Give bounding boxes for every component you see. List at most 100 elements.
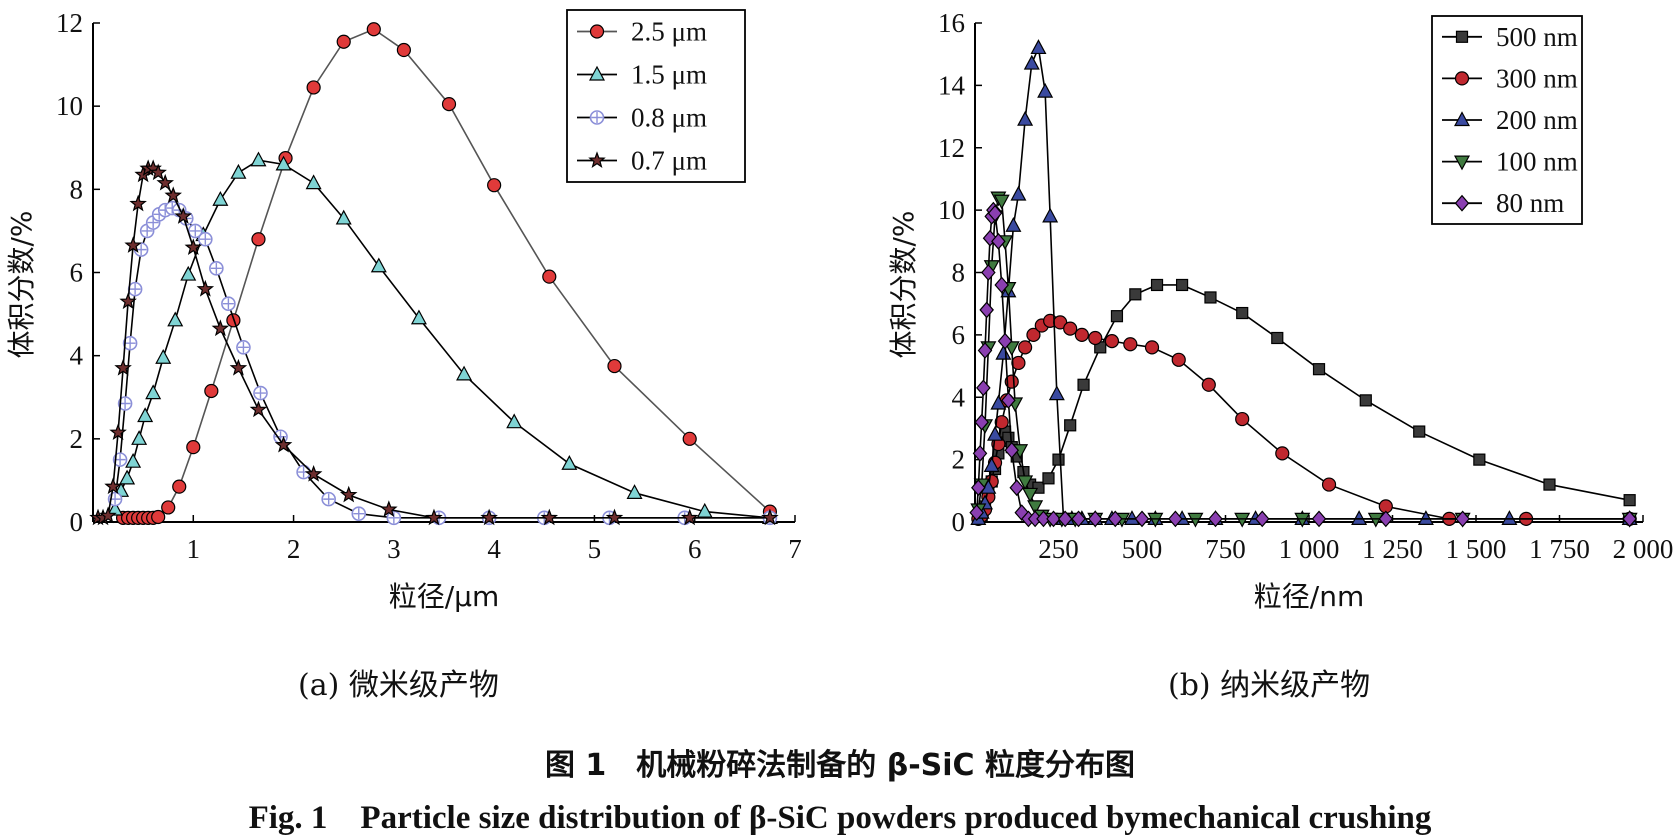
data-point bbox=[1017, 340, 1033, 355]
data-point bbox=[979, 301, 994, 319]
data-point bbox=[1011, 355, 1026, 371]
data-point bbox=[997, 332, 1013, 350]
legend-entry-label: 100 nm bbox=[1496, 147, 1578, 177]
data-point bbox=[1187, 512, 1204, 528]
subcaption-a: (a) 微米级产物 bbox=[298, 668, 499, 703]
y-tick-label: 12 bbox=[56, 8, 83, 38]
x-tick-label: 3 bbox=[387, 534, 401, 564]
data-point bbox=[972, 444, 988, 462]
data-point bbox=[380, 500, 398, 517]
x-tick-label: 500 bbox=[1122, 534, 1163, 564]
legend-entry-label: 0.7 μm bbox=[631, 146, 707, 176]
data-point bbox=[1378, 510, 1394, 528]
data-point bbox=[1023, 54, 1040, 70]
data-point bbox=[1052, 453, 1065, 466]
data-point bbox=[124, 236, 142, 253]
x-tick-label: 250 bbox=[1038, 534, 1079, 564]
data-point bbox=[1048, 385, 1065, 401]
data-point bbox=[1027, 500, 1044, 516]
data-point bbox=[994, 415, 1009, 430]
x-tick-label: 7 bbox=[788, 534, 802, 564]
data-point-cross bbox=[222, 298, 234, 310]
data-point bbox=[506, 413, 523, 429]
data-point bbox=[1294, 512, 1311, 528]
data-point bbox=[1311, 510, 1327, 528]
data-point bbox=[1144, 340, 1160, 355]
data-point bbox=[1110, 310, 1124, 323]
series-2 bbox=[107, 200, 778, 526]
data-point bbox=[151, 509, 166, 525]
data-point bbox=[425, 508, 443, 526]
data-point bbox=[109, 423, 127, 441]
legend-entry-label: 300 nm bbox=[1496, 63, 1578, 93]
data-point bbox=[1473, 453, 1486, 466]
data-point bbox=[1123, 510, 1140, 525]
series-line bbox=[114, 159, 771, 519]
data-point bbox=[971, 479, 986, 497]
legend-entry-label: 200 nm bbox=[1496, 105, 1578, 135]
figure-caption-cn: 图 1 机械粉碎法制备的 β-SiC 粒度分布图 bbox=[544, 748, 1136, 783]
data-point bbox=[335, 209, 352, 225]
data-point bbox=[995, 344, 1012, 360]
data-point bbox=[991, 232, 1006, 250]
y-tick-label: 4 bbox=[952, 382, 966, 412]
data-point bbox=[1171, 352, 1186, 367]
data-point bbox=[275, 155, 292, 171]
data-point-cross bbox=[124, 337, 136, 349]
x-tick-label: 1 750 bbox=[1529, 534, 1590, 564]
data-point-cross bbox=[199, 233, 211, 245]
data-point bbox=[114, 358, 132, 376]
x-tick-label: 1 bbox=[187, 534, 201, 564]
data-point bbox=[251, 232, 266, 247]
x-axis-label: 粒径/nm bbox=[1254, 580, 1364, 613]
y-tick-label: 14 bbox=[938, 70, 966, 100]
data-point bbox=[1129, 288, 1142, 301]
data-point bbox=[180, 265, 197, 281]
legend-marker bbox=[1454, 194, 1470, 212]
data-point bbox=[1074, 327, 1089, 342]
data-point bbox=[1107, 510, 1123, 528]
data-point bbox=[680, 508, 699, 526]
data-point bbox=[167, 311, 184, 327]
data-point bbox=[487, 178, 502, 193]
data-point-cross bbox=[147, 217, 159, 229]
y-tick-label: 2 bbox=[70, 424, 84, 454]
data-point bbox=[172, 479, 187, 494]
data-point bbox=[1077, 378, 1090, 391]
data-point bbox=[1455, 510, 1470, 528]
series-3 bbox=[89, 159, 779, 526]
x-axis-label: 粒径/μm bbox=[389, 580, 500, 613]
data-point bbox=[1004, 374, 1019, 389]
data-point bbox=[1413, 425, 1426, 438]
data-point bbox=[974, 413, 989, 431]
legend-entry-label: 500 nm bbox=[1496, 22, 1578, 52]
legend-marker-cross bbox=[591, 112, 603, 123]
data-point bbox=[456, 365, 473, 381]
data-point bbox=[1036, 510, 1051, 528]
data-point bbox=[1367, 512, 1384, 528]
data-point bbox=[540, 508, 559, 526]
data-point bbox=[1087, 510, 1103, 528]
data-point-cross bbox=[254, 387, 266, 399]
x-tick-label: 6 bbox=[688, 534, 702, 564]
data-point bbox=[542, 269, 557, 284]
legend-marker bbox=[589, 24, 605, 39]
series-line bbox=[114, 207, 770, 519]
data-point bbox=[305, 174, 322, 190]
y-tick-label: 10 bbox=[938, 195, 965, 225]
legend-marker bbox=[1455, 30, 1469, 43]
data-point bbox=[561, 455, 578, 470]
y-tick-label: 8 bbox=[952, 258, 966, 288]
data-point-cross bbox=[210, 262, 222, 274]
legend-marker bbox=[1453, 155, 1471, 171]
data-point bbox=[1321, 477, 1337, 492]
data-point bbox=[229, 358, 248, 376]
x-tick-label: 750 bbox=[1205, 534, 1246, 564]
data-point bbox=[1312, 363, 1326, 376]
data-point-cross bbox=[114, 454, 126, 466]
legend-marker bbox=[588, 65, 606, 81]
data-point bbox=[230, 163, 247, 179]
legend: 2.5 μm 1.5 μm 0.8 μm 0.7 μm bbox=[566, 9, 746, 183]
